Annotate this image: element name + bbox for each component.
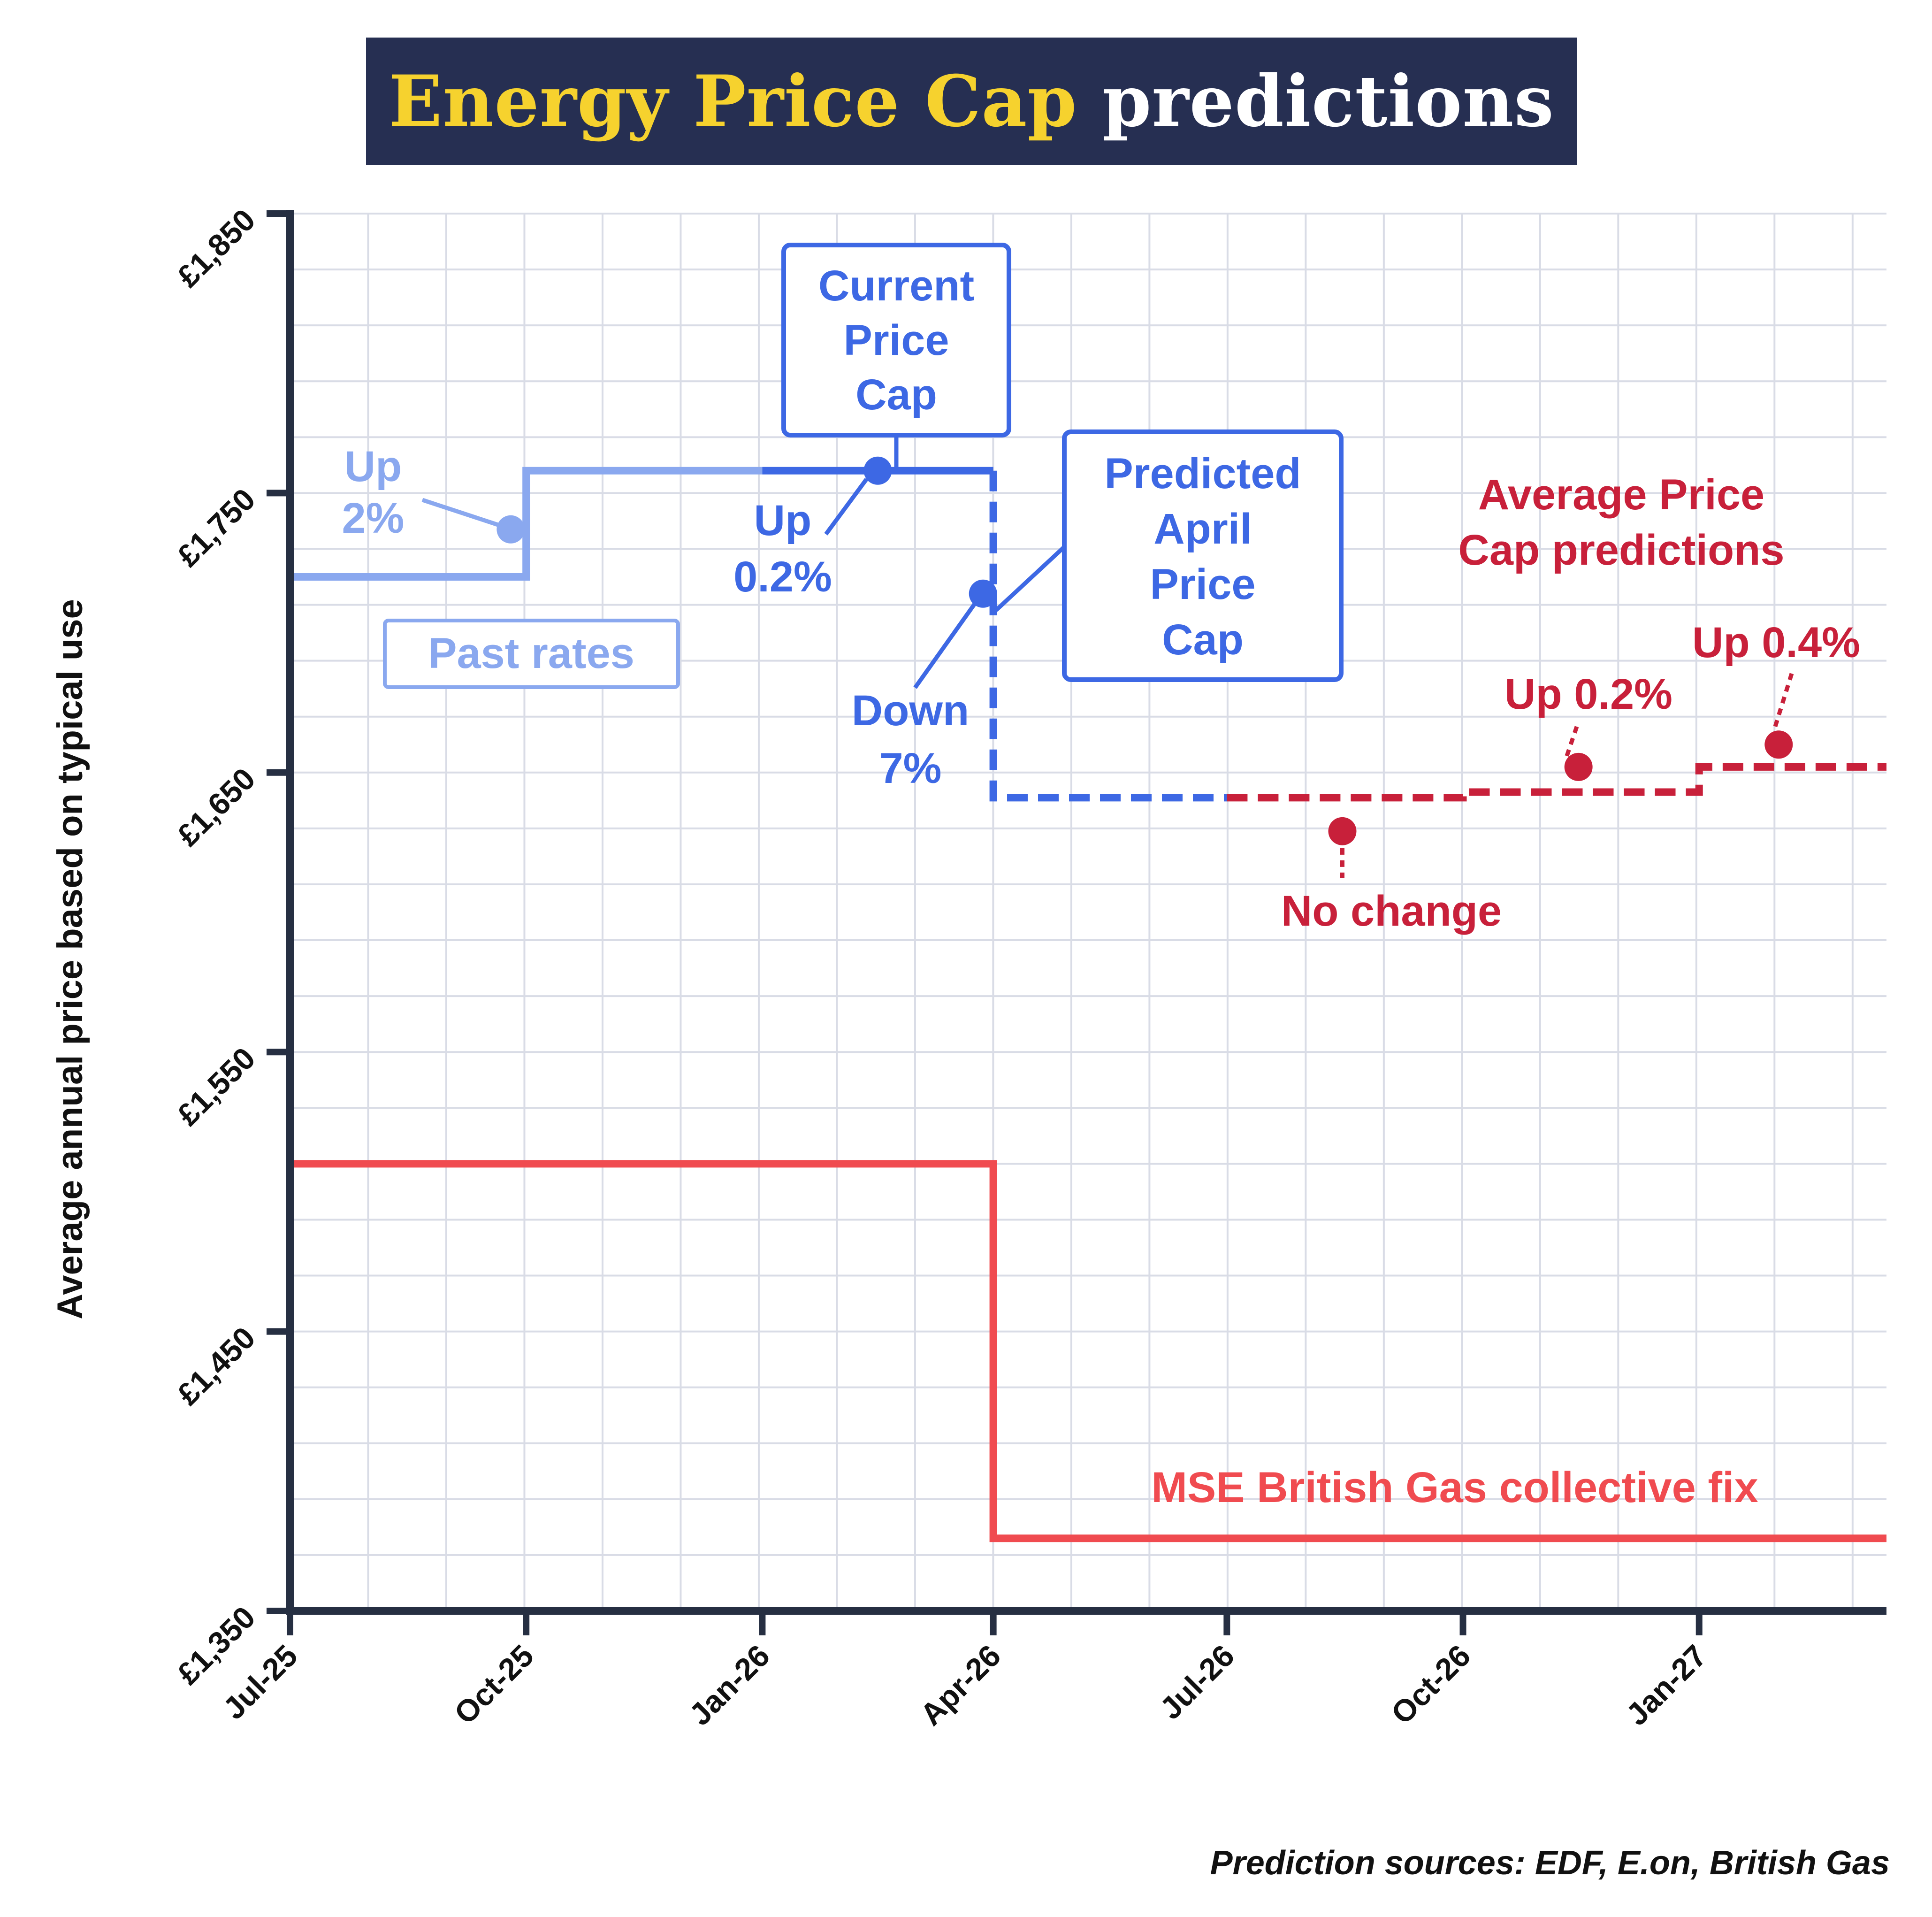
x-tick-label: Jan-26 [682,1638,776,1732]
annotation-dot-up-0-4 [1764,730,1793,759]
y-axis-title: Average annual price based on typical us… [50,599,90,1319]
y-tick-label: £1,550 [170,1041,262,1132]
annotation-dot-down [969,579,997,608]
annotation-dot-up-0-2 [1564,752,1593,781]
past-rates-label: Past rates [428,629,634,677]
x-tick-label: Oct-25 [448,1638,541,1731]
y-tick-label: £1,750 [170,482,262,573]
x-tick-label: Apr-26 [913,1638,1007,1732]
annotation-past-up-line-2: 2% [342,494,405,542]
x-tick-label: Jan-27 [1619,1638,1713,1732]
title-rest: predictions [1077,60,1554,143]
leader-up-0-4 [1772,673,1794,731]
predicted-april-box [1062,429,1344,682]
annotation-down-line-1: Down [852,687,969,735]
x-tick-label: Oct-26 [1384,1638,1477,1731]
avg-predictions-label-line-2: Cap predictions [1458,526,1784,574]
leader-predicted-box [994,545,1066,612]
leader-down [913,603,977,689]
annotation-dot-no-change [1328,817,1357,845]
grid [289,213,1886,1612]
y-tick-label: £1,650 [170,761,262,852]
current-price-cap-label-line-2: Price [843,316,949,364]
annotation-up-0-2: Up 0.2% [1504,670,1672,718]
y-tick-label: £1,450 [170,1320,262,1411]
avg-predictions-label-line-1: Average Price [1478,471,1764,519]
annotation-no-change: No change [1281,887,1502,935]
fix-label: MSE British Gas collective fix [1151,1464,1758,1511]
predicted-april-label-line-2: April [1153,505,1252,553]
annotation-past-up-line-1: Up [344,443,402,491]
past-rates-box [383,619,680,689]
series-line-average-price-cap-predictions [1227,763,1886,802]
series-line-predicted-april-price-cap [989,470,1227,802]
series-line-mse-british-gas-collective-fix [290,1160,1886,1542]
title-highlight: Energy Price Cap [389,60,1077,143]
leader-past-up [421,498,498,527]
current-price-cap-label-line-3: Cap [855,371,937,419]
leader-current-up [824,478,869,536]
predicted-april-label-line-1: Predicted [1104,450,1301,498]
annotation-down-line-2: 7% [879,744,942,792]
current-price-cap-label-line-1: Current [818,262,974,310]
annotation-current-up-line-1: Up [754,497,812,544]
annotation-up-0-4: Up 0.4% [1692,619,1860,667]
predicted-april-label-line-3: Price [1150,560,1255,608]
chart-title: Energy Price Cap predictions [366,38,1577,165]
source-note: Prediction sources: EDF, E.on, British G… [1210,1844,1890,1882]
x-tick-label: Jul-26 [1153,1638,1241,1726]
leader-up-0-2 [1563,726,1579,761]
annotation-current-up-line-2: 0.2% [733,553,832,601]
predicted-april-label-line-4: Cap [1162,616,1244,664]
annotation-dot-current-up [863,456,892,485]
annotation-dot-past-up [496,515,525,544]
series-line-past-rates [290,467,763,581]
y-tick-label: £1,850 [170,202,262,294]
